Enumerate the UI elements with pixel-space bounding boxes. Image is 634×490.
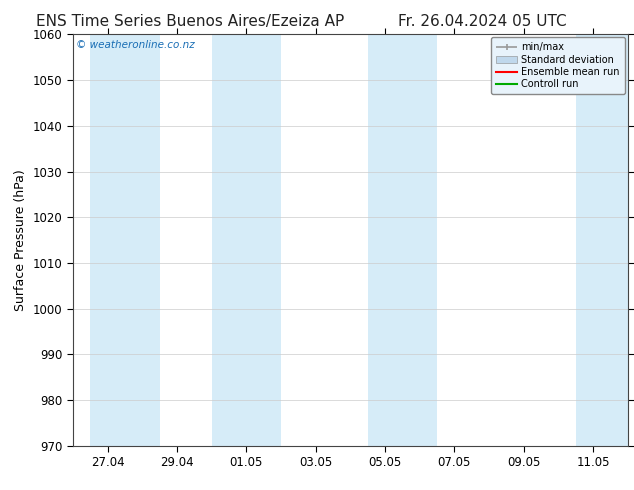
Y-axis label: Surface Pressure (hPa): Surface Pressure (hPa) [14,169,27,311]
Bar [576,34,628,446]
Text: © weatheronline.co.nz: © weatheronline.co.nz [75,41,195,50]
Bar [90,34,160,446]
Legend: min/max, Standard deviation, Ensemble mean run, Controll run: min/max, Standard deviation, Ensemble me… [491,37,624,94]
Bar [212,34,281,446]
Text: ENS Time Series Buenos Aires/Ezeiza AP: ENS Time Series Buenos Aires/Ezeiza AP [36,14,344,29]
Text: Fr. 26.04.2024 05 UTC: Fr. 26.04.2024 05 UTC [398,14,566,29]
Bar [368,34,437,446]
